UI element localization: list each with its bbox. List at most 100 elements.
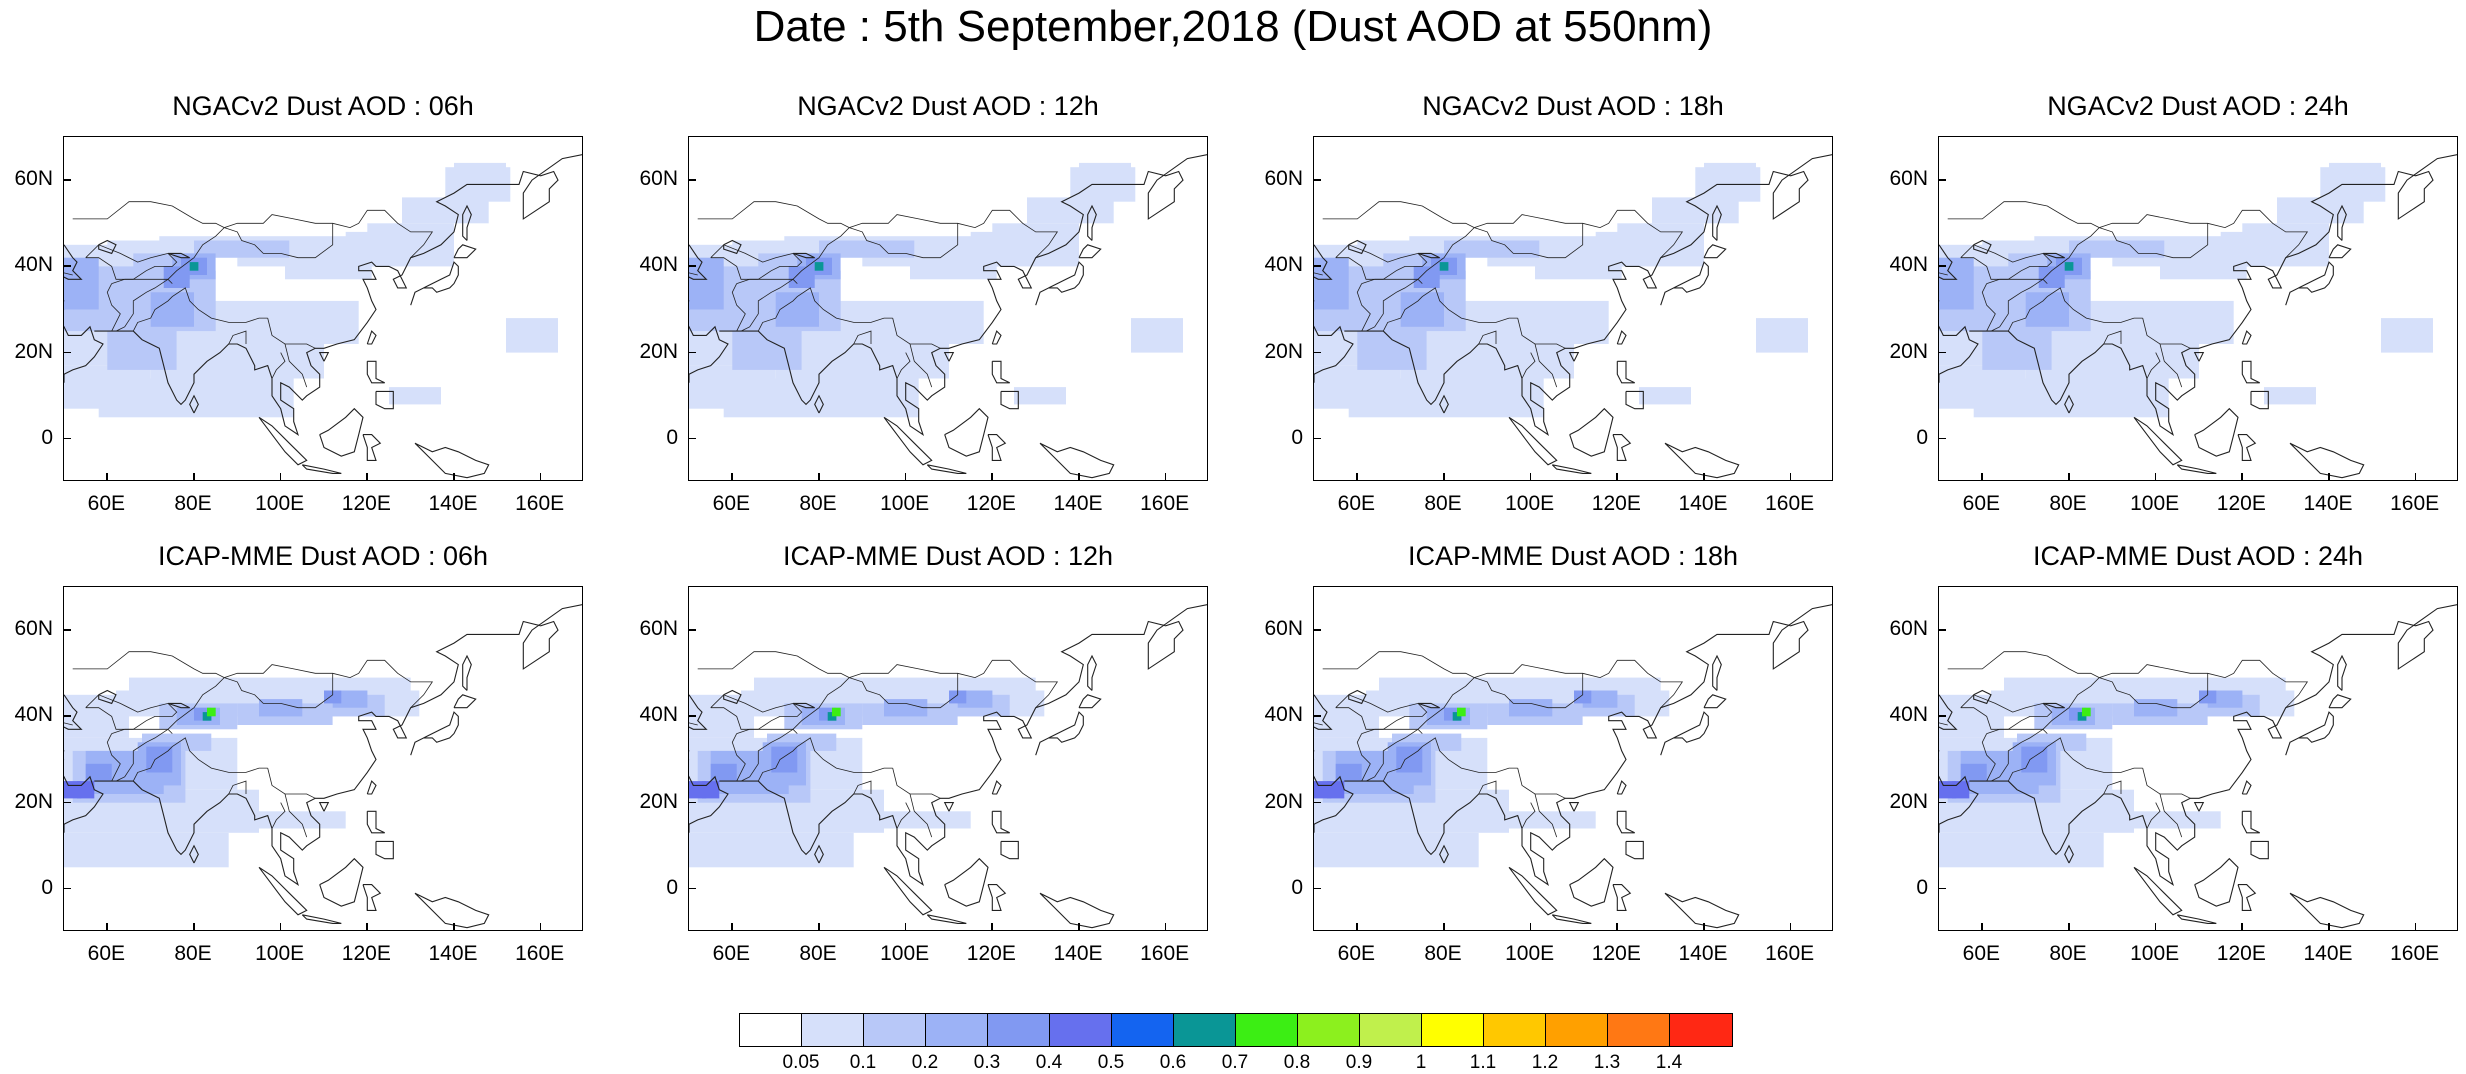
country-border bbox=[2099, 673, 2209, 709]
lon-tick-label: 120E bbox=[2216, 942, 2266, 965]
lat-tick-mark bbox=[688, 801, 696, 804]
country-border bbox=[85, 244, 178, 280]
aod-cell bbox=[150, 344, 324, 379]
coastline bbox=[2337, 654, 2347, 691]
lon-tick-label: 60E bbox=[1337, 942, 1376, 965]
lon-tick-label: 160E bbox=[1140, 492, 1190, 515]
coastline bbox=[883, 416, 933, 466]
country-border bbox=[271, 352, 286, 379]
colorbar-tick-label: 1 bbox=[1415, 1052, 1427, 1073]
country-border bbox=[2142, 768, 2191, 799]
map-frame bbox=[1938, 136, 2458, 481]
country-border bbox=[1981, 733, 1996, 782]
panel-title: NGACv2 Dust AOD : 06h bbox=[172, 91, 474, 121]
coastline bbox=[1973, 689, 1992, 705]
lon-tick-label: 100E bbox=[2130, 492, 2180, 515]
lat-tick-mark bbox=[1313, 351, 1321, 354]
coastline bbox=[410, 711, 459, 756]
aod-cell bbox=[2207, 690, 2243, 708]
coastline bbox=[2133, 416, 2183, 466]
lat-tick-mark bbox=[688, 629, 696, 631]
lon-tick-mark bbox=[818, 473, 820, 481]
coastline bbox=[1087, 204, 1097, 241]
aod-cell bbox=[2025, 344, 2199, 379]
coastline bbox=[719, 604, 1207, 886]
lon-tick-mark bbox=[2068, 923, 2070, 931]
coastline bbox=[1417, 252, 1440, 259]
map-frame bbox=[1938, 586, 2458, 931]
lat-tick-label: 60N bbox=[1889, 167, 1928, 191]
coastline bbox=[362, 434, 382, 461]
lon-tick-mark bbox=[1164, 923, 1167, 931]
coastline bbox=[2042, 252, 2065, 259]
coastline bbox=[1703, 244, 1727, 259]
aod-cell bbox=[2329, 162, 2381, 181]
coastline bbox=[1568, 802, 1580, 812]
coastline bbox=[94, 604, 582, 886]
panel-title: ICAP-MME Dust AOD : 18h bbox=[1407, 541, 1739, 571]
lon-tick-label: 140E bbox=[1053, 492, 1103, 515]
coastline bbox=[689, 309, 729, 383]
coastline bbox=[375, 840, 394, 860]
coastline bbox=[1969, 604, 2457, 886]
aod-cell bbox=[107, 326, 177, 370]
colorbar-swatch bbox=[1298, 1014, 1360, 1046]
country-border bbox=[896, 352, 911, 379]
coastline bbox=[2328, 694, 2352, 709]
lat-tick-label: 20N bbox=[639, 789, 678, 813]
coastline bbox=[1625, 390, 1644, 410]
coastline bbox=[991, 360, 1010, 384]
coastline bbox=[2042, 702, 2065, 709]
country-border bbox=[132, 737, 268, 782]
coastline bbox=[1712, 204, 1722, 241]
lon-tick-mark bbox=[106, 473, 108, 481]
coastline bbox=[1939, 759, 1979, 833]
lat-tick-mark bbox=[688, 351, 696, 354]
lon-tick-label: 100E bbox=[1505, 942, 1555, 965]
colorbar-swatch bbox=[1360, 1014, 1422, 1046]
colorbar-swatch bbox=[1546, 1014, 1608, 1046]
lon-tick-mark bbox=[2414, 923, 2417, 931]
coastline bbox=[1551, 464, 1592, 474]
lon-tick-mark bbox=[1443, 923, 1445, 931]
coastline bbox=[1660, 261, 1709, 306]
lat-tick-label: 0 bbox=[666, 875, 678, 899]
coastline bbox=[792, 252, 815, 259]
coastline bbox=[167, 252, 190, 259]
aod-shading bbox=[689, 162, 1183, 418]
lon-tick-mark bbox=[2241, 473, 2243, 481]
aod-cell bbox=[367, 223, 454, 250]
coastline bbox=[64, 694, 83, 730]
aod-cell bbox=[259, 699, 303, 717]
country-border bbox=[1990, 278, 2044, 332]
aod-cell bbox=[202, 712, 212, 721]
country-border bbox=[2159, 343, 2183, 388]
coastline bbox=[1039, 442, 1115, 479]
aod-cell bbox=[324, 690, 342, 704]
country-border bbox=[2146, 802, 2161, 829]
colorbar-tick-label: 0.6 bbox=[1159, 1052, 1187, 1073]
dust-aod-map bbox=[689, 604, 1207, 929]
country-border bbox=[731, 283, 746, 332]
aod-cell bbox=[1960, 763, 1987, 782]
aod-cell bbox=[389, 387, 441, 405]
lon-tick-label: 80E bbox=[174, 942, 212, 965]
coastline bbox=[453, 694, 477, 709]
aod-cell bbox=[189, 262, 199, 271]
map-frame bbox=[63, 586, 583, 931]
colorbar-swatch bbox=[1174, 1014, 1236, 1046]
dust-aod-map bbox=[64, 154, 582, 479]
coastline bbox=[2193, 802, 2205, 812]
country-border bbox=[1335, 244, 1428, 280]
coastline bbox=[318, 802, 330, 812]
lat-tick-mark bbox=[63, 801, 71, 804]
lon-tick-label: 60E bbox=[1962, 492, 2001, 515]
country-border bbox=[1521, 352, 1536, 379]
lon-tick-mark bbox=[991, 473, 993, 481]
aod-cell bbox=[2199, 690, 2217, 704]
map-frame bbox=[1313, 586, 1833, 931]
coastline bbox=[1568, 352, 1580, 362]
country-border bbox=[106, 733, 121, 782]
lon-tick-mark bbox=[2414, 473, 2417, 481]
coastline bbox=[1616, 780, 1627, 795]
